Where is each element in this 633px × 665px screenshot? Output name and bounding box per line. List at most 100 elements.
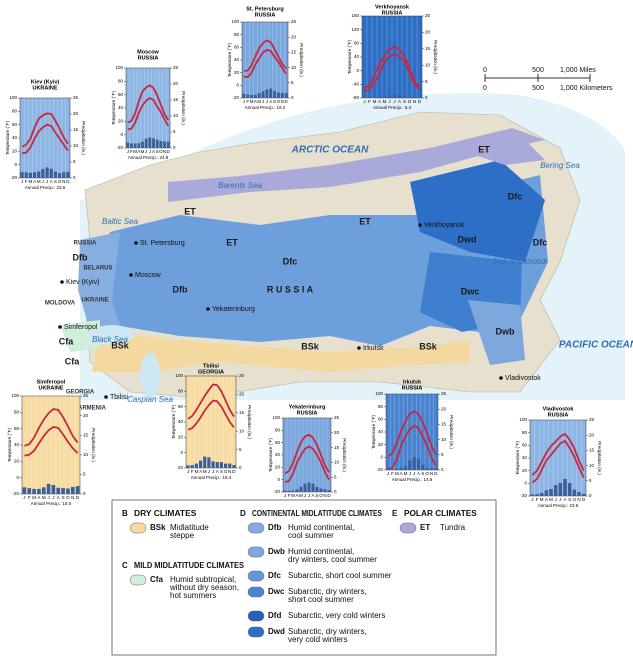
precip-bar: [212, 461, 215, 468]
precip-bar: [531, 494, 535, 496]
month-label: J: [23, 495, 25, 500]
month-label: N: [577, 497, 580, 502]
y-tick-label: -40: [352, 82, 359, 87]
map-label: Dfb: [73, 252, 88, 262]
precip-bar: [141, 142, 144, 148]
y2-tick-label: 10: [334, 460, 340, 465]
y-tick-label: 80: [275, 428, 281, 433]
y-tick-label: -80: [352, 95, 359, 100]
y-tick-label: -20: [376, 467, 383, 472]
y-axis-label: Temperature (°F): [7, 427, 12, 462]
month-label: M: [29, 179, 33, 184]
y2-axis-label: Precipitation (in.): [433, 40, 438, 74]
map-label: Yekaterinburg: [212, 306, 255, 313]
y-tick-label: 60: [12, 122, 18, 127]
precip-bar: [207, 457, 210, 468]
city-dot: [58, 325, 62, 329]
precip-bar: [568, 483, 572, 496]
map-label: RUSSIA: [74, 241, 97, 247]
y2-tick-label: 10: [83, 452, 89, 457]
month-label: M: [257, 99, 261, 104]
y2-axis-label: Precipitation (in.): [299, 43, 304, 77]
month-label: A: [37, 495, 40, 500]
precip-bar: [277, 93, 280, 98]
annual-precip: Annual Precip.: 5.3: [373, 105, 412, 110]
precip-bar: [216, 462, 219, 468]
month-label: J: [266, 99, 268, 104]
precip-bar: [573, 490, 577, 496]
precip-bar: [404, 466, 407, 470]
y2-tick-label: 15: [425, 46, 431, 51]
month-label: M: [540, 497, 544, 502]
y2-tick-label: 25: [83, 393, 89, 398]
precip-bar: [21, 172, 24, 178]
month-label: O: [408, 99, 412, 104]
y-tick-label: 80: [354, 41, 360, 46]
precip-bar: [203, 457, 206, 468]
legend-desc: short cool summer: [288, 595, 354, 604]
map-label: Dfc: [508, 191, 523, 201]
precip-bar: [137, 143, 140, 148]
month-label: J: [304, 493, 306, 498]
legend-code: Dwc: [268, 587, 285, 596]
y-tick-label: 80: [118, 79, 124, 84]
y2-tick-label: 25: [173, 65, 179, 70]
map-label: Dfc: [283, 256, 298, 266]
map-label: Dwc: [461, 286, 480, 296]
map-label: BSk: [301, 341, 320, 351]
precip-bar: [413, 457, 416, 470]
precip-bar: [23, 487, 27, 494]
y-axis-label: Temperature (°F): [515, 440, 520, 475]
month-label: A: [199, 469, 202, 474]
map-label: Dfc: [533, 237, 548, 247]
precip-bar: [152, 138, 155, 148]
map-label: 1,000 Kilometers: [560, 85, 613, 92]
precip-bar: [540, 493, 544, 496]
month-label: J: [42, 179, 44, 184]
month-label: J: [212, 469, 214, 474]
y2-axis-label: Precipitation (in.): [181, 91, 186, 125]
y-tick-label: 40: [234, 57, 240, 62]
month-label: S: [220, 469, 223, 474]
precip-bar: [577, 492, 581, 496]
month-label: J: [243, 99, 245, 104]
y2-tick-label: 20: [173, 81, 179, 86]
precip-bar: [378, 97, 382, 98]
precip-bar: [299, 487, 302, 492]
map-label: 500: [532, 67, 544, 74]
month-label: S: [315, 493, 318, 498]
precip-bar: [563, 479, 567, 496]
legend-code: Dfc: [268, 571, 281, 580]
precip-bar: [254, 95, 257, 98]
y2-tick-label: 20: [291, 34, 297, 39]
map-label: 0: [483, 85, 487, 92]
y-tick-label: 20: [275, 465, 281, 470]
y-tick-label: 20: [12, 149, 18, 154]
y-tick-label: 80: [178, 389, 184, 394]
precip-bar: [62, 172, 65, 178]
precip-bar: [283, 491, 286, 492]
map-label: Dwb: [496, 326, 516, 336]
precip-bar: [76, 486, 80, 494]
y-tick-label: 80: [12, 109, 18, 114]
y-tick-label: 60: [118, 92, 124, 97]
y2-tick-label: 10: [291, 65, 297, 70]
annual-precip: Annual Precip.: 19.0: [31, 501, 72, 506]
precip-bar: [163, 142, 166, 148]
precip-bar: [37, 172, 40, 178]
y-tick-label: 40: [275, 452, 281, 457]
precip-bar: [287, 491, 290, 492]
month-label: J: [308, 493, 310, 498]
y2-tick-label: 20: [73, 111, 79, 116]
y2-tick-label: 20: [589, 432, 595, 437]
y-tick-label: 60: [522, 443, 528, 448]
precip-bar: [426, 468, 429, 470]
y-tick-label: 160: [351, 13, 359, 18]
city-dot: [134, 241, 138, 245]
precip-bar: [228, 464, 231, 468]
precip-bar: [52, 485, 56, 494]
y-axis-label: Temperature (°F): [347, 39, 352, 74]
caspian-sea: [140, 353, 160, 397]
map-label: PACIFIC OCEAN: [559, 340, 633, 351]
precip-bar: [134, 144, 137, 148]
